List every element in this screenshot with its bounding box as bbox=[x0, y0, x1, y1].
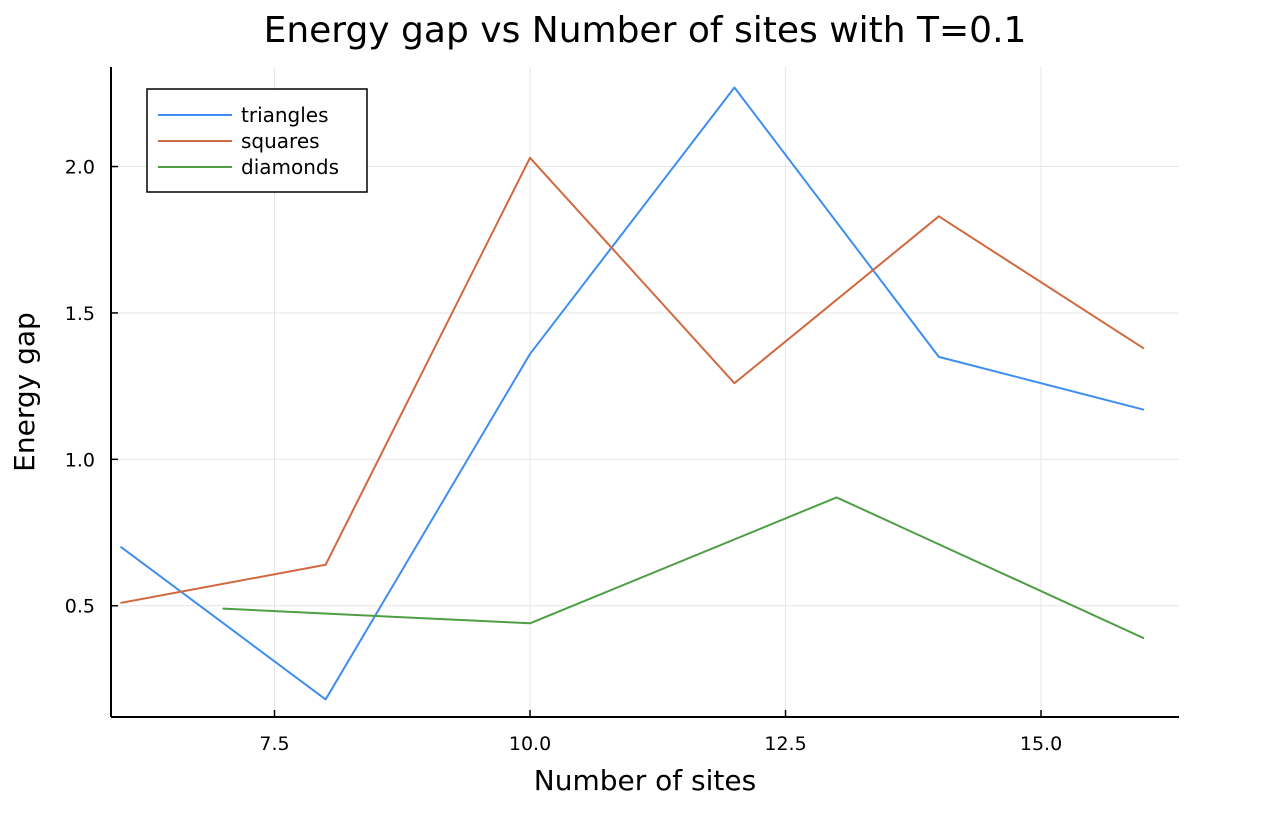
y-axis-title: Energy gap bbox=[8, 312, 41, 472]
x-tick-label: 10.0 bbox=[509, 733, 551, 755]
chart-title: Energy gap vs Number of sites with T=0.1 bbox=[264, 10, 1027, 51]
series-line-triangles bbox=[120, 86, 1145, 701]
series-line-diamonds bbox=[222, 496, 1145, 639]
y-tick-label: 1.5 bbox=[65, 303, 95, 325]
series-layer bbox=[120, 86, 1145, 701]
y-tick-label: 1.0 bbox=[65, 449, 95, 471]
legend-label-squares: squares bbox=[241, 129, 320, 153]
axes bbox=[110, 67, 1179, 718]
y-tick-label: 2.0 bbox=[65, 157, 95, 179]
grid bbox=[111, 67, 1179, 717]
legend-label-diamonds: diamonds bbox=[241, 155, 339, 179]
legend: triangles squares diamonds bbox=[146, 88, 368, 193]
tick-labels: 7.5 10.0 12.5 15.0 0.5 1.0 1.5 2.0 bbox=[65, 157, 1062, 755]
x-tick-label: 12.5 bbox=[764, 733, 806, 755]
x-tick-label: 7.5 bbox=[259, 733, 289, 755]
x-tick-label: 15.0 bbox=[1020, 733, 1062, 755]
series-line-squares bbox=[120, 156, 1145, 604]
x-axis-title: Number of sites bbox=[534, 764, 756, 797]
legend-label-triangles: triangles bbox=[241, 103, 329, 127]
y-tick-label: 0.5 bbox=[65, 596, 95, 618]
